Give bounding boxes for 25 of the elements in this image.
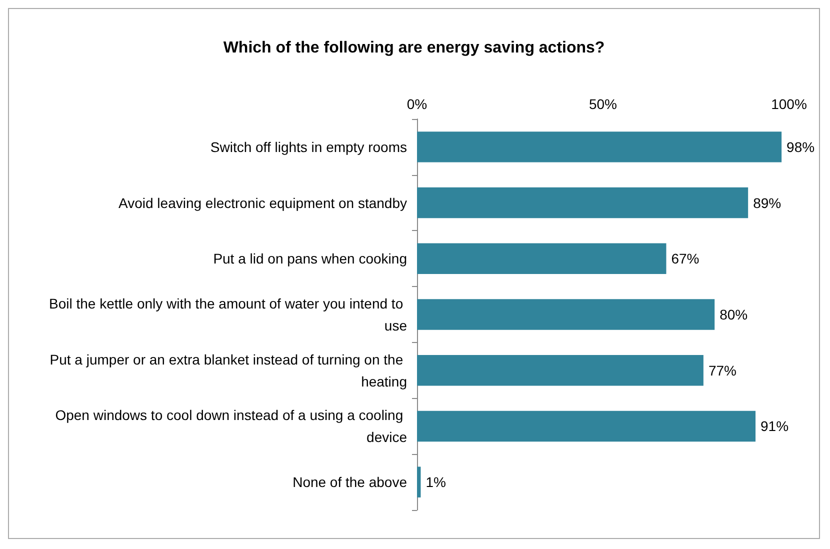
y-tick-label: Put a jumper or an extra blanket instead of turning on the heating xyxy=(50,351,407,390)
y-tick-label: Open windows to cool down instead of a using a cooling device xyxy=(55,407,408,446)
data-label: 98% xyxy=(786,138,815,155)
y-tick-label: Boil the kettle only with the amount of water you intend to use xyxy=(49,296,408,334)
data-label: 77% xyxy=(708,362,736,378)
bar xyxy=(417,410,756,442)
data-label: 1% xyxy=(426,474,446,490)
data-label: 91% xyxy=(760,418,789,434)
y-tick-label: Put a lid on pans when cooking xyxy=(213,250,407,267)
bar xyxy=(417,299,715,330)
y-tick-label: Switch off lights in empty rooms xyxy=(210,138,407,155)
bar xyxy=(417,466,421,498)
y-tick-label: Avoid leaving electronic equipment on standby xyxy=(118,194,407,211)
data-label: 80% xyxy=(720,306,748,322)
chart-title: Which of the following are energy saving actions? xyxy=(223,40,605,56)
bar xyxy=(417,132,782,162)
bar xyxy=(417,187,748,218)
x-tick-label: 0% xyxy=(406,96,428,112)
data-label: 89% xyxy=(753,194,782,211)
y-tick-label: None of the above xyxy=(292,474,408,490)
bar xyxy=(417,354,704,386)
x-tick-label: 50% xyxy=(588,96,618,112)
bar xyxy=(417,243,666,274)
data-label: 67% xyxy=(671,250,700,267)
x-tick-label: 100% xyxy=(771,96,807,112)
